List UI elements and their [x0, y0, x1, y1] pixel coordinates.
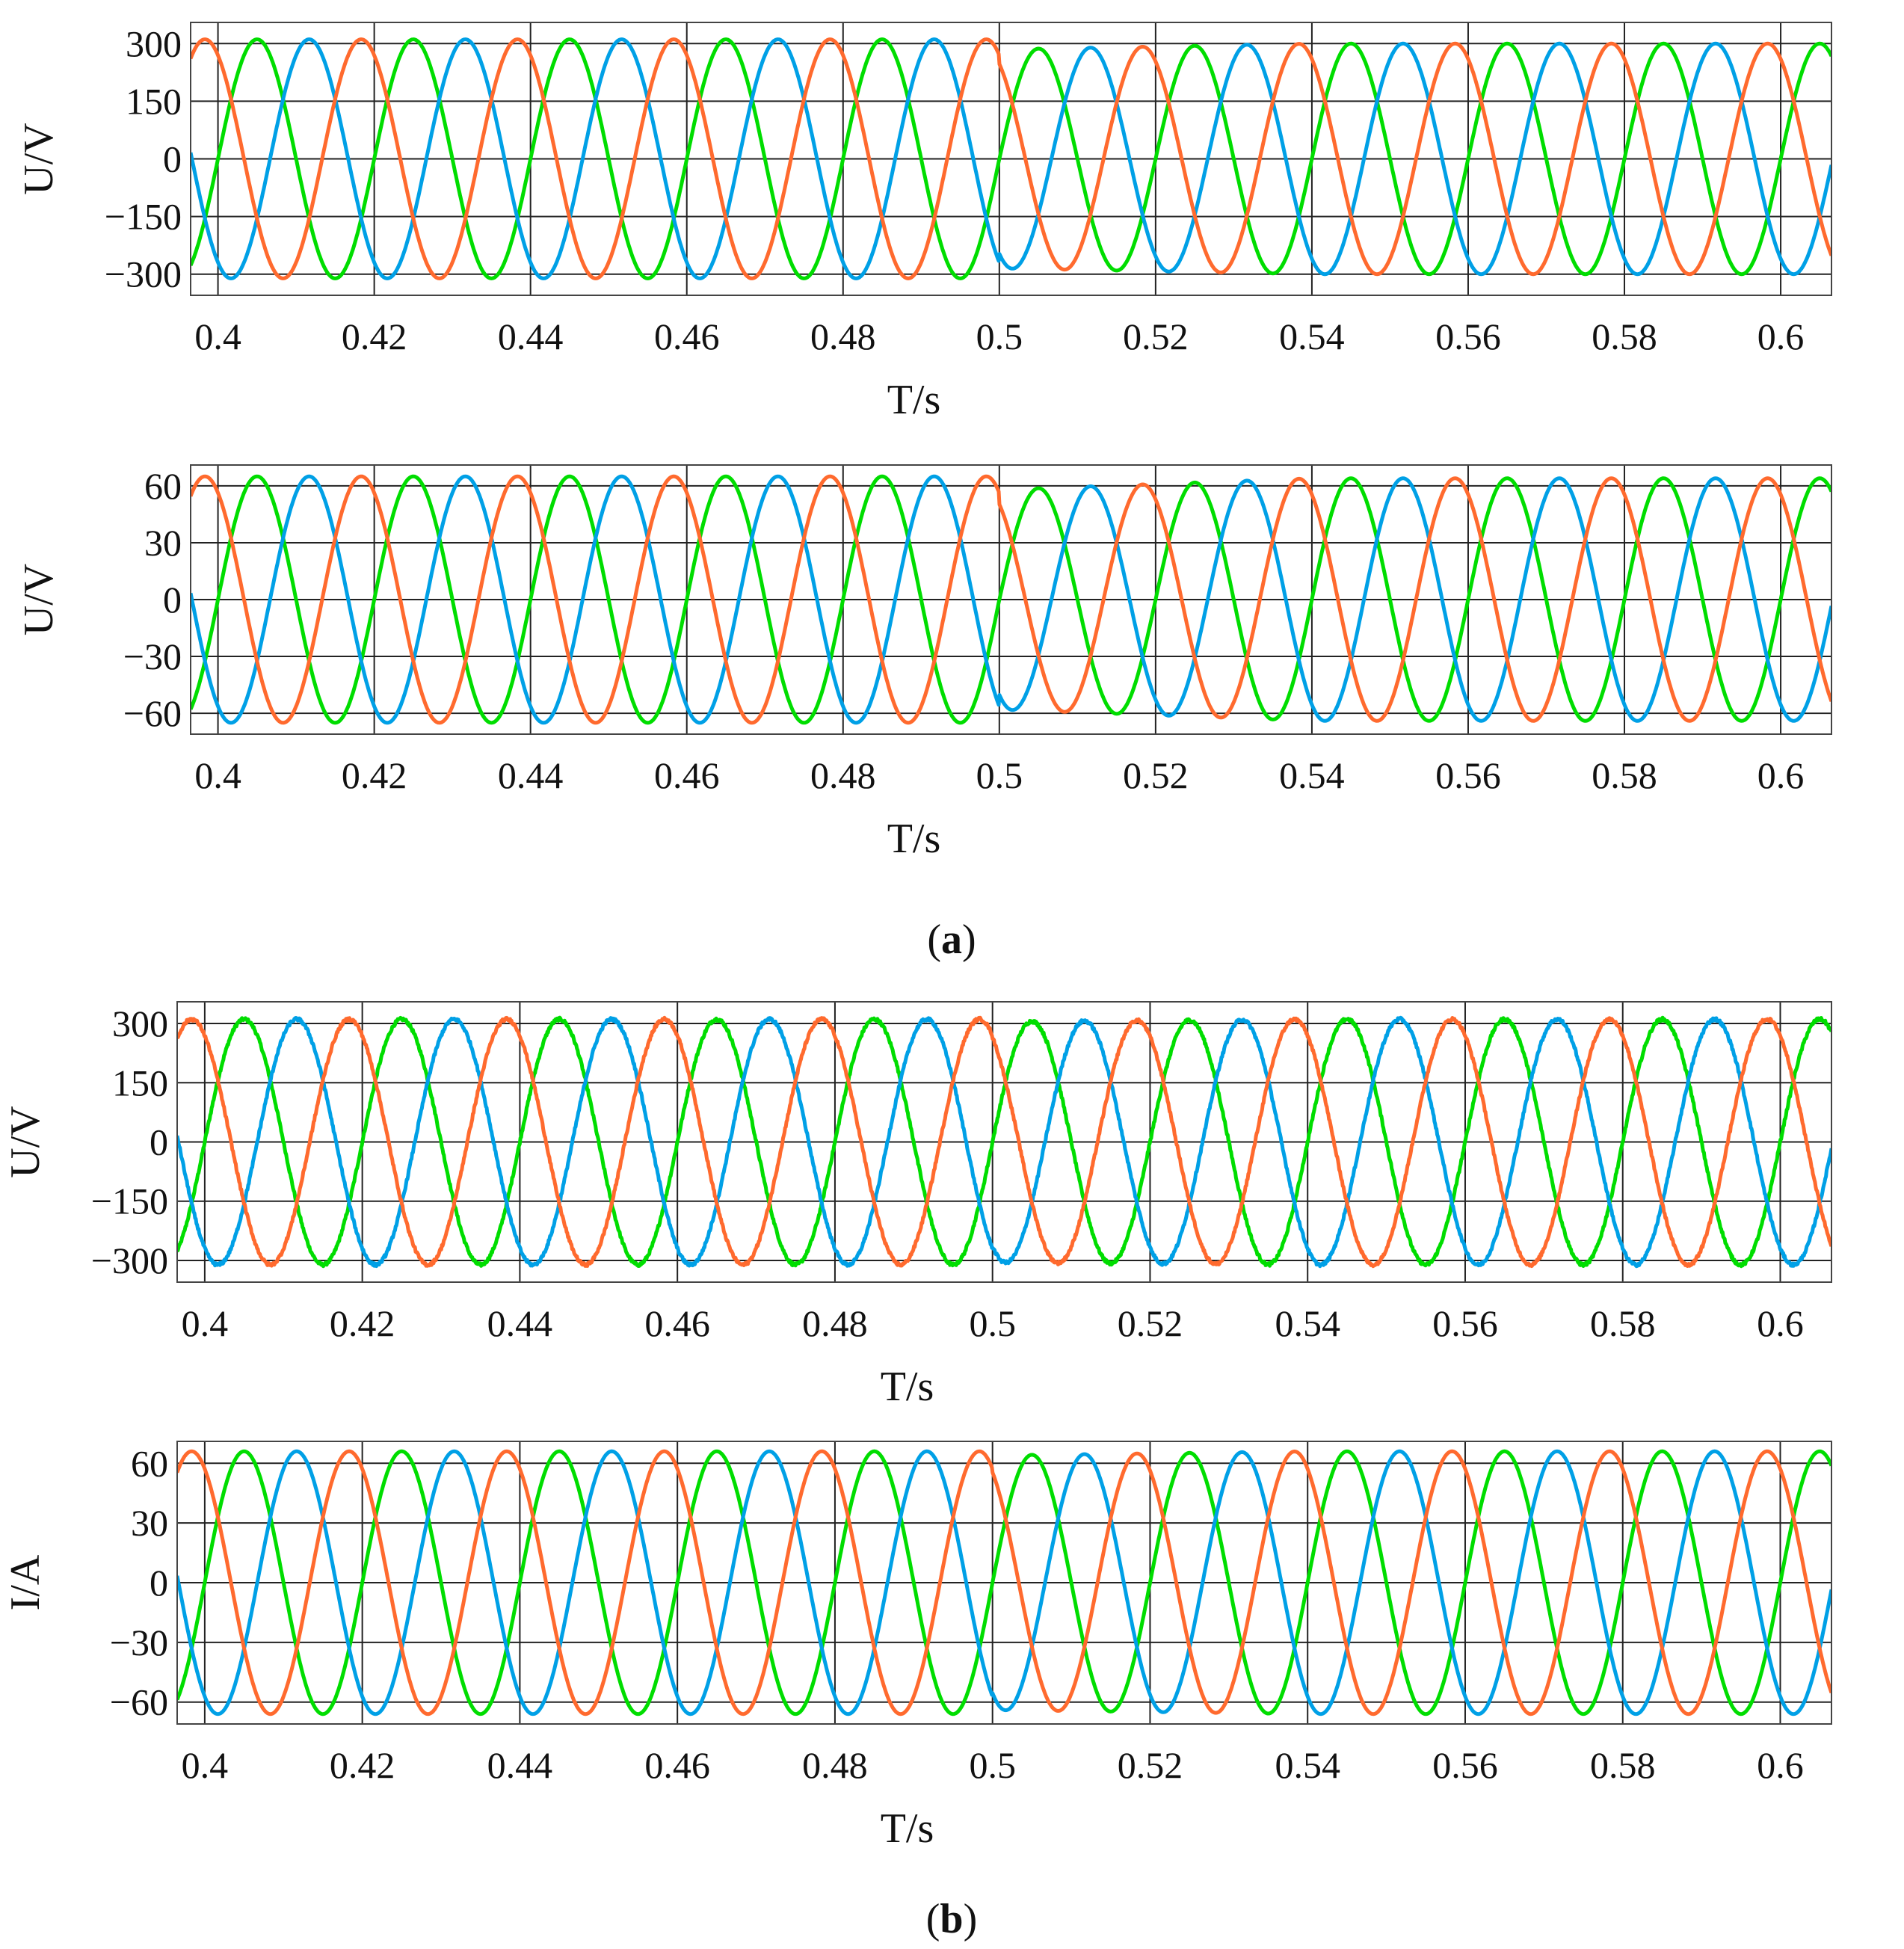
x-tick-label: 0.52 — [1123, 754, 1189, 796]
series-line-3 — [177, 1449, 1831, 1716]
x-axis-label: T/s — [881, 1805, 934, 1852]
x-tick-label: 0.58 — [1590, 1744, 1656, 1786]
x-tick-label: 0.44 — [487, 1302, 553, 1344]
y-axis-label: U/V — [2, 1106, 49, 1177]
x-tick-label: 0.42 — [330, 1744, 395, 1786]
x-axis-label: T/s — [881, 1364, 934, 1410]
y-tick-label: −300 — [91, 1240, 168, 1281]
y-tick-label: −30 — [123, 635, 182, 677]
x-tick-label: 0.5 — [969, 1302, 1016, 1344]
x-tick-label: 0.52 — [1118, 1744, 1183, 1786]
series-line-2 — [177, 1015, 1831, 1269]
y-tick-label: 0 — [150, 1121, 168, 1163]
x-tick-label: 0.56 — [1435, 754, 1501, 796]
y-tick-label: 300 — [112, 1003, 168, 1044]
x-tick-label: 0.56 — [1432, 1302, 1498, 1344]
x-tick-label: 0.52 — [1118, 1302, 1183, 1344]
series-line-2 — [191, 474, 1831, 725]
x-tick-label: 0.42 — [342, 754, 407, 796]
chart-panel-1: 0.4 0.42 0.44 0.46 0.48 0.5 0.52 0.54 0.56 0.58 0.… — [16, 22, 1832, 423]
y-tick-label: −30 — [110, 1622, 168, 1663]
x-tick-label: 0.48 — [802, 1744, 868, 1786]
x-tick-label: 0.48 — [810, 315, 876, 357]
x-tick-label: 0.58 — [1590, 1302, 1656, 1344]
series-line-3 — [191, 37, 1831, 280]
series-line-2 — [191, 37, 1831, 280]
x-tick-label: 0.58 — [1592, 754, 1657, 796]
x-axis-label: T/s — [887, 816, 941, 862]
x-tick-label: 0.6 — [1757, 1744, 1804, 1786]
x-axis-label: T/s — [887, 377, 941, 423]
x-tick-label: 0.46 — [644, 1744, 710, 1786]
label-b: (b) — [926, 1896, 977, 1942]
x-tick-label: 0.52 — [1123, 315, 1189, 357]
x-tick-label: 0.5 — [969, 1744, 1016, 1786]
y-tick-label: 30 — [131, 1502, 168, 1544]
x-tick-label: 0.48 — [802, 1302, 868, 1344]
plot-frame — [176, 1001, 1832, 1283]
series-line-1 — [177, 1015, 1831, 1269]
panels: 0.4 0.42 0.44 0.46 0.48 0.5 0.52 0.54 0.56 0.58 0.… — [2, 22, 1832, 1852]
y-tick-label: 60 — [144, 465, 182, 507]
y-axis-label: I/A — [2, 1554, 49, 1610]
x-tick-label: 0.44 — [498, 315, 564, 357]
y-tick-label: 0 — [163, 579, 182, 621]
series-line-3 — [177, 1015, 1831, 1269]
y-tick-label: 300 — [126, 22, 182, 64]
y-tick-label: −150 — [105, 196, 182, 238]
x-tick-label: 0.5 — [976, 315, 1023, 357]
y-tick-label: 30 — [144, 522, 182, 564]
x-tick-label: 0.54 — [1275, 1302, 1340, 1344]
x-tick-label: 0.54 — [1279, 754, 1345, 796]
chart-panel-4: 0.4 0.42 0.44 0.46 0.48 0.5 0.52 0.54 0.56 0.58 0.… — [2, 1441, 1832, 1852]
y-axis-label: U/V — [16, 123, 62, 194]
series-line-2 — [177, 1449, 1831, 1716]
x-tick-label: 0.6 — [1757, 1302, 1804, 1344]
y-tick-label: 0 — [163, 138, 182, 180]
x-tick-label: 0.4 — [182, 1744, 229, 1786]
x-tick-label: 0.54 — [1279, 315, 1345, 357]
x-tick-label: 0.5 — [976, 754, 1023, 796]
x-tick-label: 0.44 — [498, 754, 564, 796]
x-tick-label: 0.4 — [194, 754, 241, 796]
x-tick-label: 0.6 — [1757, 754, 1805, 796]
plot-frame — [176, 1441, 1832, 1725]
y-tick-label: −300 — [105, 253, 182, 295]
x-tick-label: 0.6 — [1757, 315, 1805, 357]
chart-panel-2: 0.4 0.42 0.44 0.46 0.48 0.5 0.52 0.54 0.56 0.58 0.… — [16, 464, 1832, 862]
x-tick-label: 0.56 — [1432, 1744, 1498, 1786]
x-tick-label: 0.46 — [654, 315, 720, 357]
x-tick-label: 0.54 — [1275, 1744, 1340, 1786]
x-tick-label: 0.4 — [182, 1302, 229, 1344]
y-tick-label: −60 — [123, 692, 182, 734]
x-tick-label: 0.42 — [342, 315, 407, 357]
y-tick-label: −150 — [91, 1180, 168, 1222]
plot-frame — [190, 22, 1832, 296]
series-line-1 — [191, 37, 1831, 280]
series-line-1 — [191, 474, 1831, 725]
y-tick-label: −60 — [110, 1681, 168, 1723]
x-tick-label: 0.58 — [1592, 315, 1657, 357]
chart-panel-3: 0.4 0.42 0.44 0.46 0.48 0.5 0.52 0.54 0.56 0.58 0.… — [2, 1001, 1832, 1410]
x-tick-label: 0.4 — [194, 315, 241, 357]
x-tick-label: 0.48 — [810, 754, 876, 796]
y-tick-label: 150 — [112, 1062, 168, 1103]
x-tick-label: 0.44 — [487, 1744, 553, 1786]
series-line-1 — [177, 1449, 1831, 1716]
y-tick-label: 60 — [131, 1442, 168, 1484]
y-tick-label: 0 — [150, 1562, 168, 1604]
series-line-3 — [191, 474, 1831, 725]
x-tick-label: 0.56 — [1435, 315, 1501, 357]
y-axis-label: U/V — [16, 564, 62, 635]
x-tick-label: 0.46 — [654, 754, 720, 796]
plot-frame — [190, 464, 1832, 735]
x-tick-label: 0.42 — [330, 1302, 395, 1344]
x-tick-label: 0.46 — [644, 1302, 710, 1344]
label-a: (a) — [927, 917, 976, 963]
y-tick-label: 150 — [126, 80, 182, 122]
